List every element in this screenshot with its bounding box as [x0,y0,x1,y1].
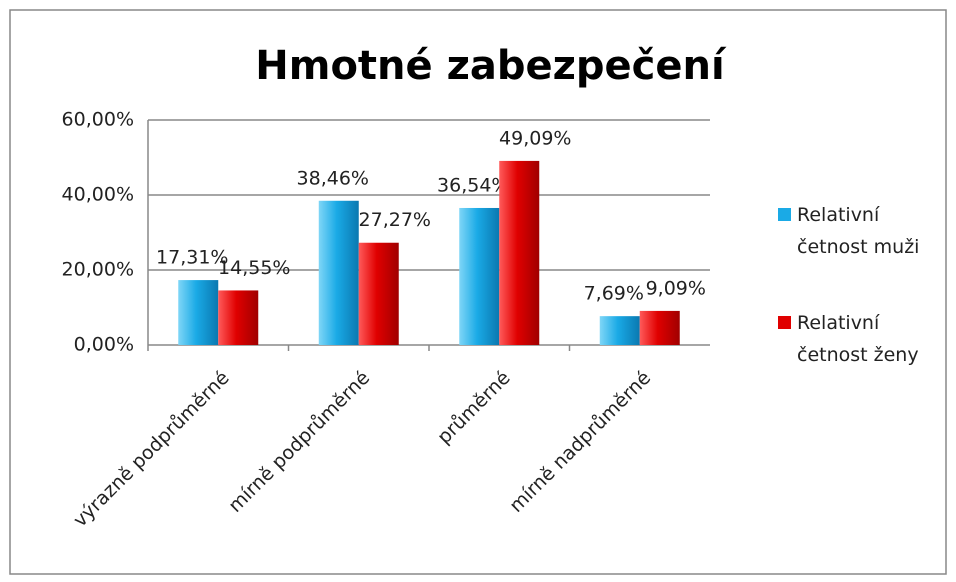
legend-label: Relativní četnost muži [797,204,919,258]
bar [358,242,399,345]
legend-line: četnost muži [797,236,919,258]
bar [459,207,500,345]
legend-line: Relativní [797,204,880,226]
legend-label: Relativní četnost ženy [797,312,919,366]
bar [318,200,359,345]
value-label: 7,69% [584,283,644,305]
legend-line: četnost ženy [797,344,919,366]
bar [499,160,540,345]
value-label: 49,09% [499,127,571,149]
bar [178,280,219,345]
y-tick-label: 40,00% [62,184,134,206]
value-label: 9,09% [646,277,706,299]
y-tick-label: 20,00% [62,259,134,281]
y-tick-label: 60,00% [62,109,134,131]
value-label: 17,31% [156,247,228,269]
legend-swatch [778,316,791,329]
bar [218,290,259,345]
chart-title: Hmotné zabezpečení [255,43,727,89]
legend-swatch [778,208,791,221]
bar [599,316,640,345]
value-label: 38,46% [297,167,369,189]
legend-line: Relativní [797,312,880,334]
value-label: 27,27% [359,209,431,231]
value-label: 14,55% [218,257,290,279]
bar [639,310,680,345]
y-tick-label: 0,00% [74,334,134,356]
value-label: 36,54% [437,174,509,196]
